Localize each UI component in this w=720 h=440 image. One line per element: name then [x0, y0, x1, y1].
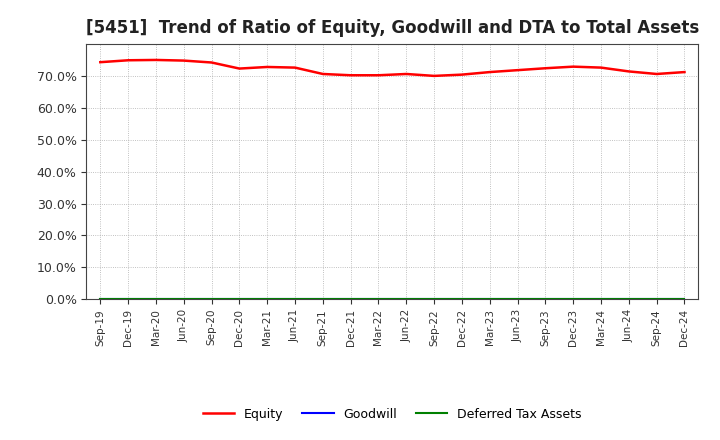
Goodwill: [96, 297, 104, 302]
Goodwill: [318, 297, 327, 302]
Goodwill: [235, 297, 243, 302]
Equity: [374, 73, 383, 78]
Equity: [318, 71, 327, 77]
Equity: [485, 70, 494, 75]
Goodwill: [541, 297, 550, 302]
Equity: [263, 64, 271, 70]
Goodwill: [152, 297, 161, 302]
Deferred Tax Assets: [680, 297, 689, 302]
Deferred Tax Assets: [179, 297, 188, 302]
Goodwill: [124, 297, 132, 302]
Equity: [597, 65, 606, 70]
Deferred Tax Assets: [318, 297, 327, 302]
Equity: [235, 66, 243, 71]
Goodwill: [569, 297, 577, 302]
Deferred Tax Assets: [374, 297, 383, 302]
Deferred Tax Assets: [402, 297, 410, 302]
Equity: [652, 71, 661, 77]
Equity: [124, 58, 132, 63]
Deferred Tax Assets: [291, 297, 300, 302]
Equity: [152, 57, 161, 62]
Deferred Tax Assets: [569, 297, 577, 302]
Equity: [513, 67, 522, 73]
Equity: [207, 60, 216, 65]
Equity: [680, 70, 689, 75]
Equity: [291, 65, 300, 70]
Equity: [541, 66, 550, 71]
Deferred Tax Assets: [124, 297, 132, 302]
Goodwill: [374, 297, 383, 302]
Deferred Tax Assets: [597, 297, 606, 302]
Goodwill: [430, 297, 438, 302]
Equity: [402, 71, 410, 77]
Goodwill: [291, 297, 300, 302]
Goodwill: [346, 297, 355, 302]
Equity: [624, 69, 633, 74]
Equity: [458, 72, 467, 77]
Deferred Tax Assets: [235, 297, 243, 302]
Equity: [179, 58, 188, 63]
Goodwill: [597, 297, 606, 302]
Deferred Tax Assets: [207, 297, 216, 302]
Deferred Tax Assets: [652, 297, 661, 302]
Goodwill: [207, 297, 216, 302]
Deferred Tax Assets: [96, 297, 104, 302]
Line: Equity: Equity: [100, 60, 685, 76]
Equity: [96, 59, 104, 65]
Title: [5451]  Trend of Ratio of Equity, Goodwill and DTA to Total Assets: [5451] Trend of Ratio of Equity, Goodwil…: [86, 19, 699, 37]
Goodwill: [513, 297, 522, 302]
Deferred Tax Assets: [624, 297, 633, 302]
Goodwill: [458, 297, 467, 302]
Deferred Tax Assets: [485, 297, 494, 302]
Equity: [569, 64, 577, 69]
Deferred Tax Assets: [430, 297, 438, 302]
Goodwill: [624, 297, 633, 302]
Deferred Tax Assets: [513, 297, 522, 302]
Deferred Tax Assets: [346, 297, 355, 302]
Goodwill: [402, 297, 410, 302]
Goodwill: [652, 297, 661, 302]
Deferred Tax Assets: [458, 297, 467, 302]
Goodwill: [263, 297, 271, 302]
Goodwill: [485, 297, 494, 302]
Goodwill: [680, 297, 689, 302]
Deferred Tax Assets: [152, 297, 161, 302]
Deferred Tax Assets: [541, 297, 550, 302]
Equity: [346, 73, 355, 78]
Equity: [430, 73, 438, 78]
Deferred Tax Assets: [263, 297, 271, 302]
Goodwill: [179, 297, 188, 302]
Legend: Equity, Goodwill, Deferred Tax Assets: Equity, Goodwill, Deferred Tax Assets: [198, 403, 587, 425]
